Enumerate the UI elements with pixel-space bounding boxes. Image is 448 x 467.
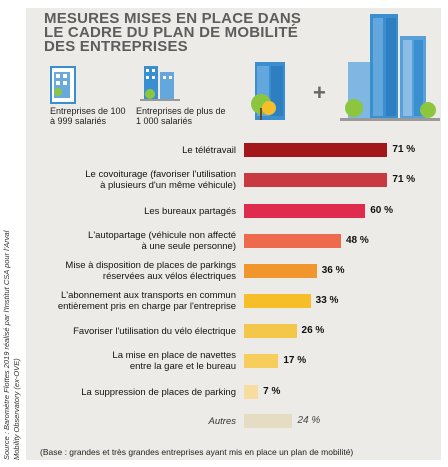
bar-value-label: 26 % bbox=[301, 325, 325, 336]
bar bbox=[244, 204, 366, 218]
bar bbox=[244, 294, 311, 308]
bar bbox=[244, 143, 388, 157]
bar-label: Les bureaux partagés bbox=[6, 206, 236, 217]
bar-value-label: 36 % bbox=[321, 265, 345, 276]
bar bbox=[244, 324, 297, 338]
bar-label-line: entre la gare et le bureau bbox=[129, 361, 236, 372]
bar-label-line: L'autopartage (véhicule non affecté bbox=[88, 230, 236, 241]
bar-label-line: à une seule personne) bbox=[141, 241, 236, 252]
legend-large-label: Entreprises de plus de 1 000 salariés bbox=[136, 106, 226, 126]
bar-label-line: entièrement pris en charge par l'entrepr… bbox=[57, 301, 236, 312]
bar-label-line: Favoriser l'utilisation du vélo électriq… bbox=[73, 325, 236, 337]
bar-label-line: réservées aux vélos électriques bbox=[102, 271, 236, 282]
bar-value-label: 33 % bbox=[315, 295, 339, 306]
bar-label-line: La suppression de places de parking bbox=[81, 386, 236, 398]
large-company-building-illustration bbox=[340, 14, 440, 121]
bar-label: Autres bbox=[6, 416, 236, 427]
bar-label-line: L'abonnement aux transports en commun bbox=[60, 290, 236, 301]
bar bbox=[244, 414, 293, 428]
bar-value-label: 71 % bbox=[392, 144, 416, 155]
bar-label-line: à plusieurs d'un même véhicule) bbox=[100, 180, 236, 191]
small-company-building-illustration bbox=[251, 62, 285, 120]
chart-title: MESURES MISES EN PLACE DANS LE CADRE DU … bbox=[44, 10, 302, 55]
large-building-icon bbox=[140, 66, 180, 101]
bar bbox=[244, 173, 388, 187]
bar-label-line: Mise à disposition de places de parkings bbox=[65, 260, 236, 271]
bar-label-line: Le covoiturage (favoriser l'utilisation bbox=[85, 169, 236, 180]
bar-value-label: 60 % bbox=[370, 205, 393, 216]
bar-label: La suppression de places de parking bbox=[6, 387, 236, 398]
bar-label: Mise à disposition de places de parkings… bbox=[6, 260, 236, 282]
bar-label: Favoriser l'utilisation du vélo électriq… bbox=[6, 326, 236, 337]
bar-value-label: 48 % bbox=[345, 235, 369, 246]
bar-label-line: Les bureaux partagés bbox=[144, 205, 236, 217]
bar-label: Le covoiturage (favoriser l'utilisation à… bbox=[6, 169, 236, 191]
bar-value-label: 17 % bbox=[283, 355, 307, 366]
bar-label: L'abonnement aux transports en commun ent… bbox=[6, 290, 236, 312]
bar-label-line: Le télétravail bbox=[182, 144, 236, 156]
bar bbox=[244, 234, 341, 248]
bar-label: La mise en place de navettes entre la gar… bbox=[6, 350, 236, 372]
bar-value-label: 71 % bbox=[392, 174, 416, 185]
footnote: (Base : grandes et très grandes entrepri… bbox=[40, 447, 354, 457]
bar bbox=[244, 354, 279, 368]
plus-sign: + bbox=[313, 80, 326, 105]
bar-label-line: La mise en place de navettes bbox=[112, 350, 236, 361]
bar bbox=[244, 264, 317, 278]
bar-label: L'autopartage (véhicule non affecté à une… bbox=[6, 230, 236, 252]
small-building-icon bbox=[54, 72, 70, 98]
bar-label: Le télétravail bbox=[6, 145, 236, 156]
legend-small-label: Entreprises de 100 à 999 salariés bbox=[50, 106, 126, 126]
bar-value-label: 7 % bbox=[263, 386, 281, 397]
bar-label-line: Autres bbox=[208, 415, 236, 427]
bar-value-label: 24 % bbox=[297, 415, 321, 426]
bar bbox=[244, 385, 259, 399]
